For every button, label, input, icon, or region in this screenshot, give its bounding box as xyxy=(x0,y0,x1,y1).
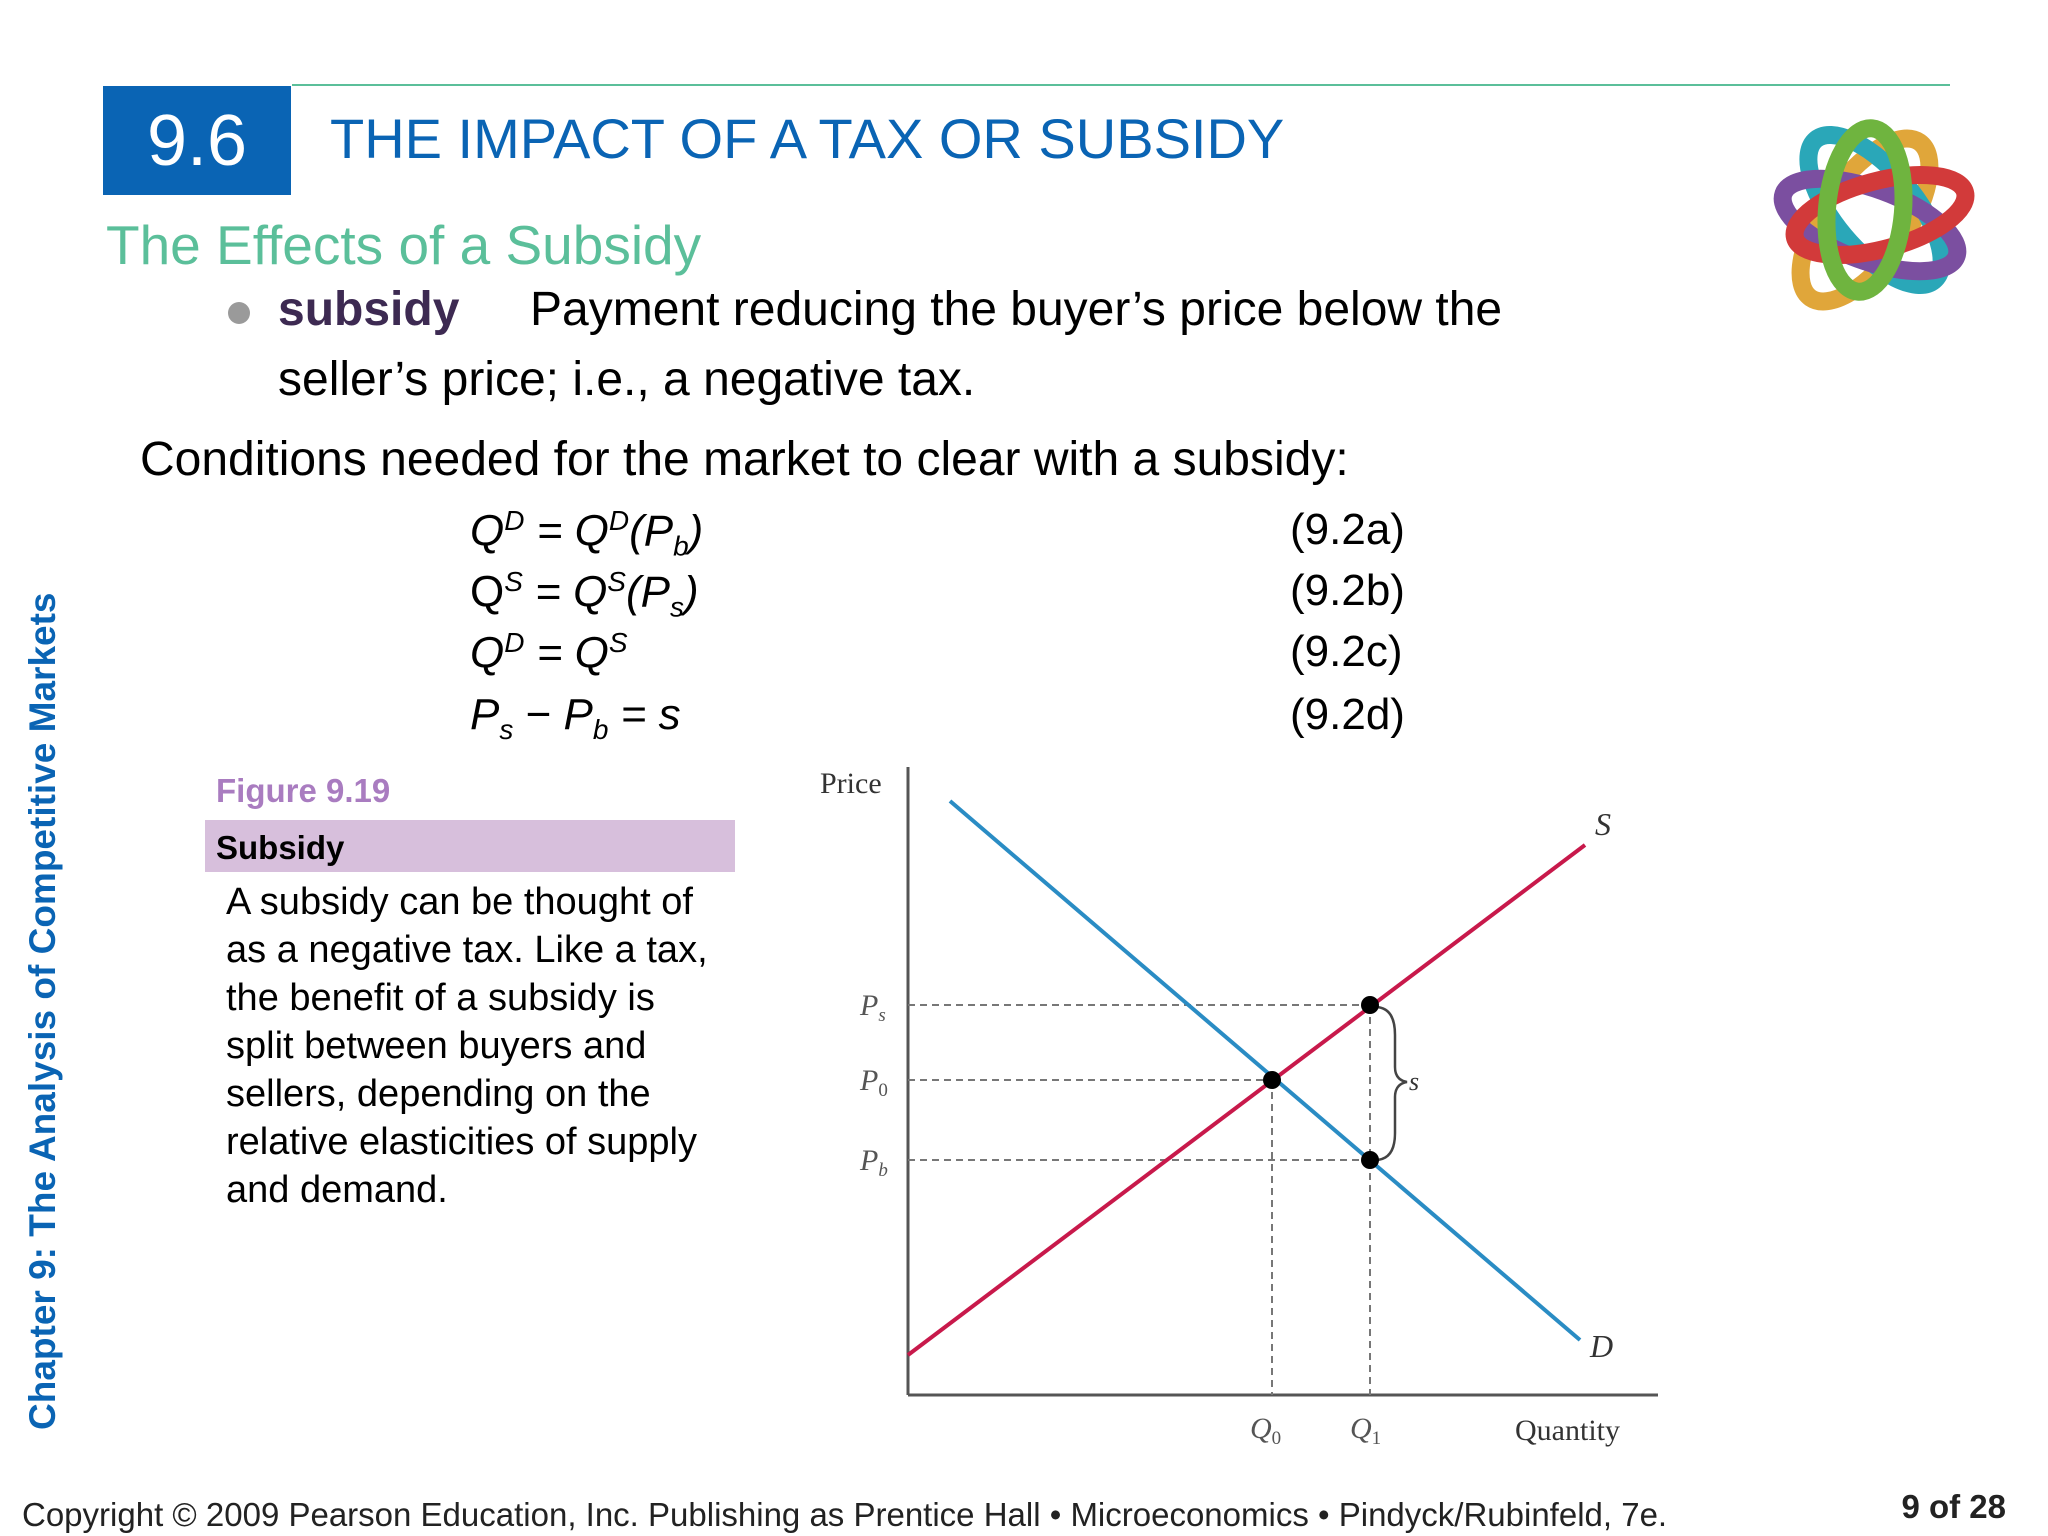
caption-line: sellers, depending on the xyxy=(226,1073,651,1115)
caption-line: as a negative tax. Like a tax, xyxy=(226,929,708,971)
figure-caption: A subsidy can be thought of as a negativ… xyxy=(226,878,756,1214)
x-tick-q0: Q0 xyxy=(1250,1412,1281,1449)
conditions-intro: Conditions needed for the market to clea… xyxy=(140,433,1349,486)
demand-curve xyxy=(948,799,1582,1342)
supply-curve xyxy=(906,843,1587,1357)
subsidy-chart: Price Quantity S D s Ps P0 Pb Q0 Q1 xyxy=(820,767,1658,1449)
chapter-sidebar: Chapter 9: The Analysis of Competitive M… xyxy=(22,592,63,1430)
figure-title-bar xyxy=(205,820,735,872)
header-rule xyxy=(292,84,1950,86)
equation-number: (9.2b) xyxy=(1290,566,1405,615)
equation-9-2c: QD = QS xyxy=(470,627,628,678)
supply-label: S xyxy=(1595,806,1611,842)
equation-number: (9.2d) xyxy=(1290,690,1405,739)
y-tick-pb: Pb xyxy=(859,1144,888,1181)
caption-line: and demand. xyxy=(226,1169,448,1211)
bullet xyxy=(228,302,250,324)
equation-9-2b: QS = QS(Ps) xyxy=(470,566,699,623)
page-title: THE IMPACT OF A TAX OR SUBSIDY xyxy=(330,107,1285,170)
subsidy-label: s xyxy=(1409,1067,1419,1096)
y-axis-label: Price xyxy=(820,767,882,800)
definition-text-line1: Payment reducing the buyer’s price below… xyxy=(530,283,1503,336)
caption-line: split between buyers and xyxy=(226,1025,647,1067)
section-number: 9.6 xyxy=(146,100,248,181)
page-number: 9 of 28 xyxy=(1901,1488,2006,1525)
equation-9-2d: Ps − Pb = s xyxy=(470,690,681,745)
definition-text-line2: seller’s price; i.e., a negative tax. xyxy=(278,353,976,406)
caption-line: A subsidy can be thought of xyxy=(226,881,693,923)
x-tick-q1: Q1 xyxy=(1350,1412,1381,1449)
footer-copyright: Copyright © 2009 Pearson Education, Inc.… xyxy=(22,1496,1668,1533)
equilibrium-point xyxy=(1263,1071,1281,1089)
equation-number: (9.2c) xyxy=(1290,627,1403,676)
section-number-box: 9.6 xyxy=(103,86,291,195)
seller-price-point xyxy=(1361,996,1379,1014)
equation-number: (9.2a) xyxy=(1290,505,1405,554)
buyer-price-point xyxy=(1361,1151,1379,1169)
figure-title: Subsidy xyxy=(216,829,345,866)
caption-line: the benefit of a subsidy is xyxy=(226,977,655,1019)
interlocked-rings-logo xyxy=(1773,119,1975,311)
y-tick-p0: P0 xyxy=(859,1064,888,1101)
demand-label: D xyxy=(1589,1328,1613,1364)
subsidy-brace xyxy=(1374,1005,1408,1162)
figure-label: Figure 9.19 xyxy=(216,772,391,809)
equation-9-2a: QD = QD(Pb) xyxy=(470,505,704,562)
x-axis-label: Quantity xyxy=(1515,1414,1620,1447)
definition-term: subsidy xyxy=(278,283,460,336)
caption-line: relative elasticities of supply xyxy=(226,1121,697,1163)
y-tick-ps: Ps xyxy=(859,989,886,1026)
subheading: The Effects of a Subsidy xyxy=(106,214,702,276)
